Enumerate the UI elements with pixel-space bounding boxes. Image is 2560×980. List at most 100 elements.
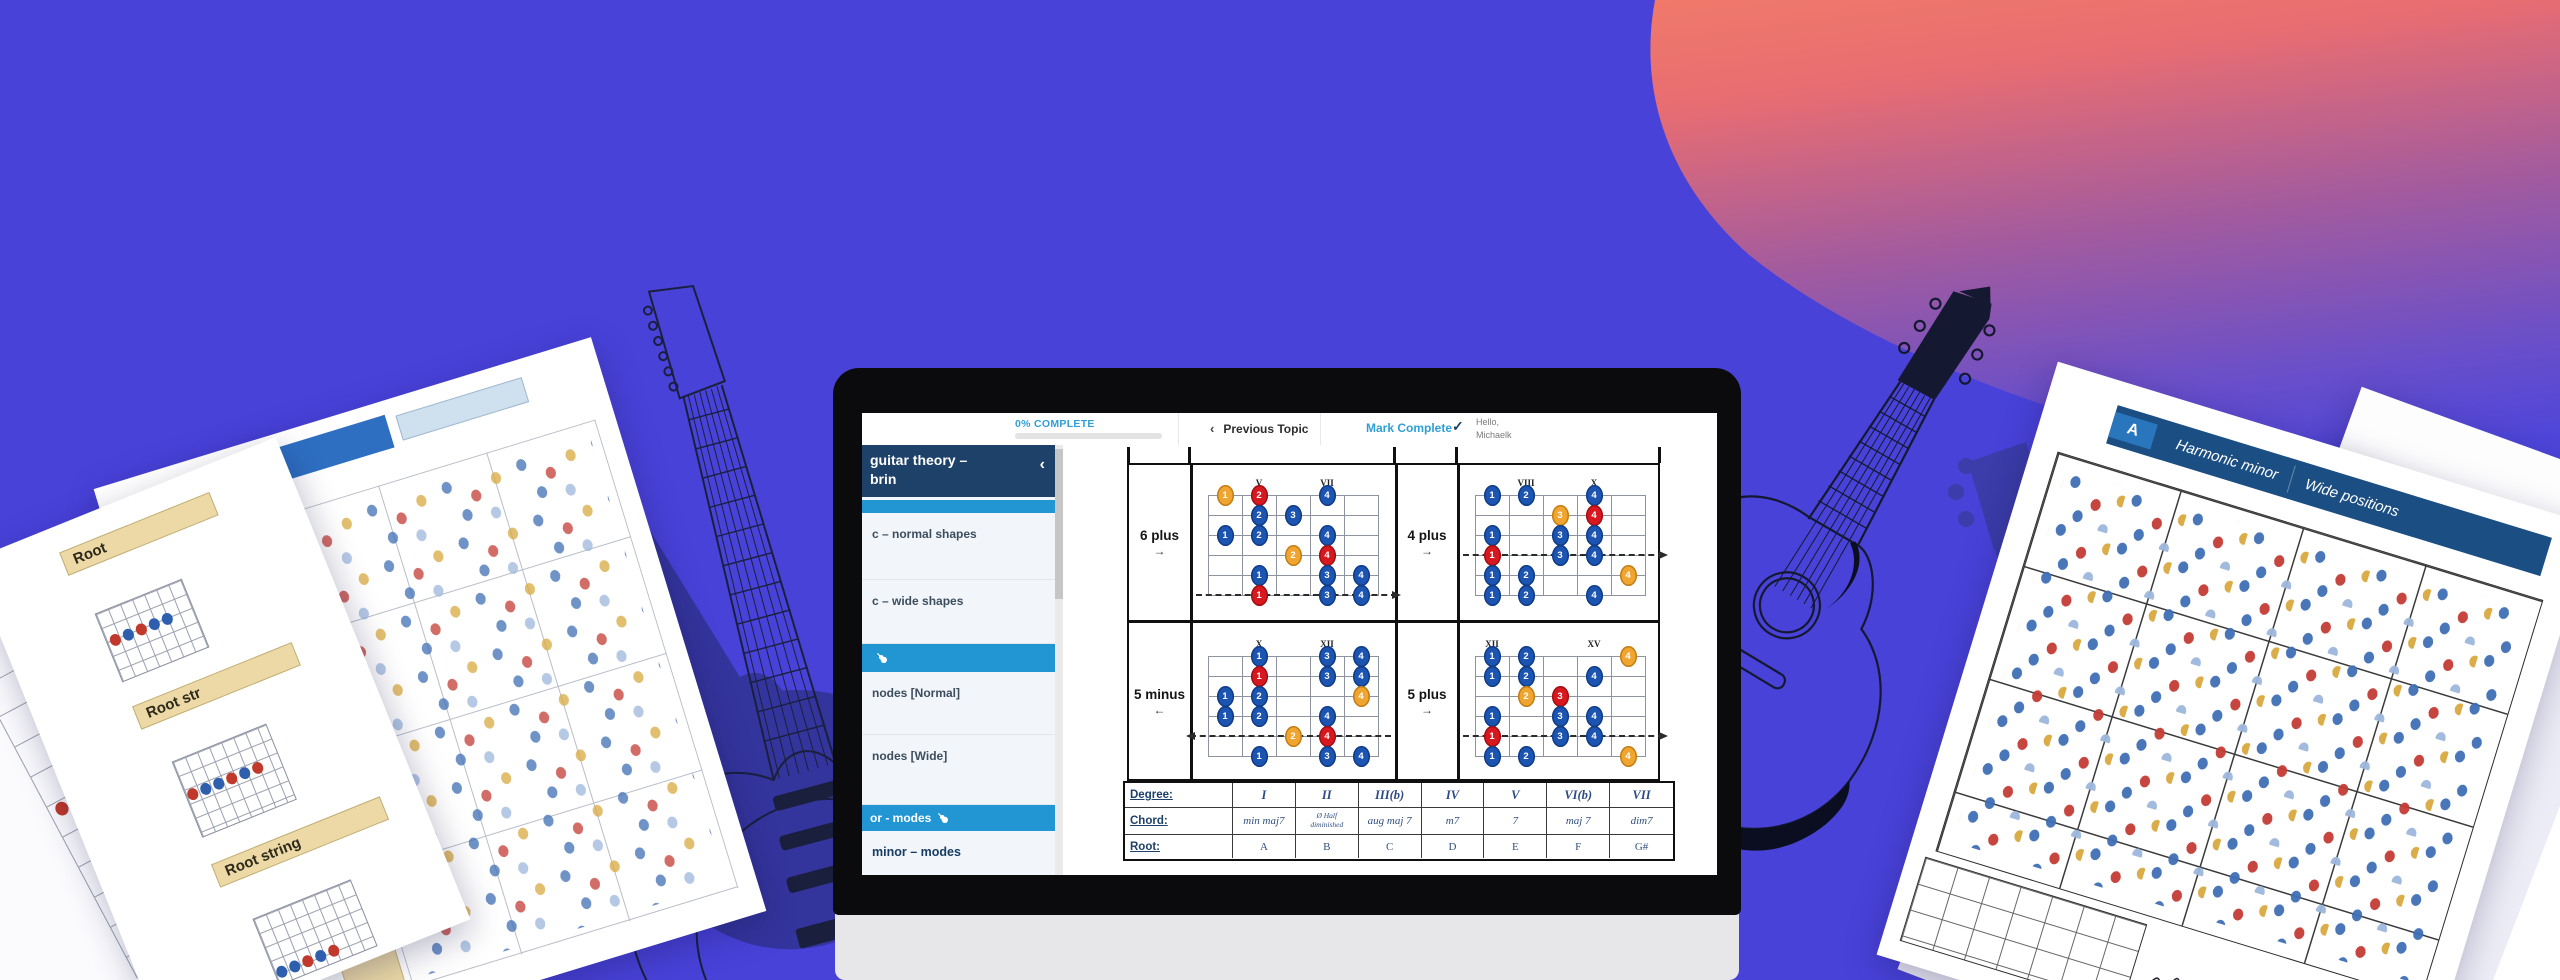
finger-dot: 2 (1517, 584, 1535, 606)
finger-dot: 4 (1352, 745, 1370, 767)
finger-dot: 4 (1619, 645, 1637, 667)
user-greeting: Hello, Michaelk (1476, 417, 1512, 440)
table-line (1455, 447, 1458, 463)
chord-cell: min maj7 (1233, 808, 1296, 835)
paper-key-chip: A (2108, 411, 2158, 450)
position-marker: XII (1320, 639, 1334, 649)
finger-dot: 1 (1483, 524, 1501, 546)
chord-cell: m7 (1421, 808, 1485, 835)
degree-cell: III(b) (1358, 783, 1422, 808)
previous-topic-button[interactable]: ‹ Previous Topic (1210, 421, 1309, 436)
degree-cell: I (1233, 783, 1296, 808)
table-line (1129, 620, 1658, 623)
table-line (1127, 447, 1130, 463)
position-label: 4 plus → (1407, 527, 1447, 558)
finger-dot: 4 (1352, 685, 1370, 707)
finger-dot: 4 (1318, 705, 1336, 727)
fretboard: V VII 1 2 4 2 3 1 2 4 2 4 1 3 4 1 3 4 (1196, 478, 1401, 606)
finger-dot: 1 (1216, 685, 1234, 707)
finger-dot: 1 (1483, 484, 1501, 506)
finger-dot: 4 (1318, 524, 1336, 546)
position-marker: XV (1587, 639, 1601, 649)
finger-dot: 1 (1483, 665, 1501, 687)
sidebar-collapse-button[interactable]: ‹ (1039, 456, 1045, 473)
sidebar-item-normal-shapes[interactable]: c – normal shapes (862, 513, 1055, 580)
finger-dot: 2 (1284, 544, 1302, 566)
finger-dot: 3 (1551, 725, 1569, 747)
root-cell: D (1422, 835, 1485, 858)
finger-dot: 4 (1585, 484, 1603, 506)
finger-dot: 2 (1517, 745, 1535, 767)
chevron-left-icon: ‹ (1210, 421, 1215, 436)
course-sidebar: guitar theory – brin ‹ c – normal shapes … (862, 445, 1063, 875)
position-marker: X (1255, 639, 1263, 649)
sidebar-item-minor-modes[interactable]: minor – modes (862, 831, 1055, 875)
degree-chord-root-table: Degree: I II III(b) IV V VI(b) VII Chord… (1123, 781, 1675, 861)
root-cell: C (1359, 835, 1422, 858)
topbar-divider (1320, 413, 1321, 445)
chord-cell: Ø Half diminished (1295, 808, 1359, 835)
checkmark-icon[interactable]: ✓ (1452, 418, 1464, 434)
position-marker: X (1590, 478, 1598, 488)
finger-dot: 3 (1318, 645, 1336, 667)
finger-dot: 2 (1250, 524, 1268, 546)
finger-dot: 1 (1250, 745, 1268, 767)
monitor-stand (835, 914, 1739, 980)
degree-cell: V (1484, 783, 1548, 808)
scrollbar-thumb[interactable] (1055, 449, 1063, 599)
finger-dot: 2 (1250, 504, 1268, 526)
sidebar-item-modes-wide[interactable]: nodes [Wide] (862, 735, 1055, 805)
position-marker: VIII (1517, 478, 1535, 488)
finger-dot: 2 (1250, 685, 1268, 707)
degree-cell: II (1295, 783, 1359, 808)
finger-dot: 1 (1216, 705, 1234, 727)
finger-dot: 4 (1318, 484, 1336, 506)
finger-dot: 2 (1517, 645, 1535, 667)
direction-arrow: → (1153, 543, 1166, 558)
finger-dot: 4 (1585, 665, 1603, 687)
course-title: guitar theory – brin ‹ (862, 445, 1055, 497)
finger-dot: 4 (1352, 645, 1370, 667)
position-marker: V (1255, 478, 1263, 488)
decor-signature (2146, 977, 2222, 980)
direction-arrow: → (1421, 543, 1433, 558)
finger-dot: 1 (1216, 484, 1234, 506)
lesson-content: 6 plus → V VII 1 2 4 2 3 1 2 4 2 4 1 3 4 1 3 4 4 plus → VII… (1063, 445, 1717, 875)
finger-dot: 4 (1352, 665, 1370, 687)
position-marker: XII (1485, 639, 1499, 649)
finger-dot: 2 (1250, 705, 1268, 727)
sidebar-item-modes-active[interactable]: or - modes (862, 805, 1055, 831)
fretboard: XII XV 1 2 4 1 2 4 2 3 1 3 4 1 3 4 1 2 4 (1463, 639, 1668, 767)
direction-arrow: → (1421, 702, 1433, 717)
finger-dot: 4 (1585, 584, 1603, 606)
finger-dot: 4 (1352, 564, 1370, 586)
sidebar-item-active-icon[interactable] (862, 644, 1055, 672)
finger-dot: 4 (1585, 544, 1603, 566)
finger-dot: 1 (1483, 544, 1501, 566)
finger-dot: 3 (1318, 665, 1336, 687)
scale-positions-table: 6 plus → V VII 1 2 4 2 3 1 2 4 2 4 1 3 4 1 3 4 4 plus → VII… (1127, 463, 1668, 781)
guitar-icon (936, 811, 950, 825)
finger-dot: 2 (1517, 564, 1535, 586)
finger-dot: 2 (1250, 484, 1268, 506)
finger-dot: 2 (1517, 685, 1535, 707)
scale-diagram-5-plus: XII XV 1 2 4 1 2 4 2 3 1 3 4 1 3 4 1 2 4 (1459, 622, 1668, 781)
scale-diagram-4-plus: VIII X 1 2 4 3 4 1 3 4 1 3 4 1 2 4 1 2 4 (1459, 465, 1668, 620)
sidebar-item-modes-normal[interactable]: nodes [Normal] (862, 672, 1055, 735)
guitar-icon (875, 651, 889, 665)
position-label: 5 plus → (1407, 686, 1447, 717)
finger-dot: 1 (1483, 584, 1501, 606)
finger-dot: 4 (1318, 544, 1336, 566)
sidebar-item-active[interactable] (862, 500, 1055, 513)
position-label: 5 minus ← (1133, 686, 1185, 717)
decor-header-strip (395, 377, 530, 441)
mark-complete-button[interactable]: Mark Complete (1366, 421, 1453, 435)
screen: 0% COMPLETE ‹ Previous Topic Mark Complet… (862, 413, 1717, 875)
finger-dot: 1 (1483, 564, 1501, 586)
table-line (1188, 447, 1191, 463)
chord-cell: maj 7 (1547, 808, 1611, 835)
sidebar-item-wide-shapes[interactable]: c – wide shapes (862, 580, 1055, 644)
progress-label: 0% COMPLETE (1015, 418, 1095, 430)
degree-cell: IV (1421, 783, 1485, 808)
table-line (1658, 447, 1661, 463)
